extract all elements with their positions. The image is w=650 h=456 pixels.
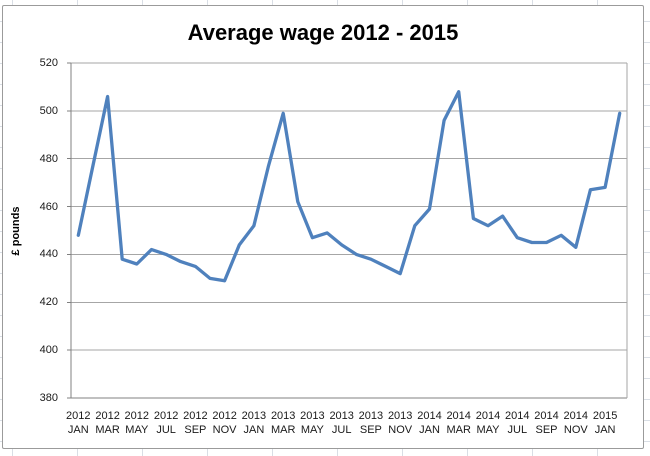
x-tick-label: 2013 MAR [268,410,298,437]
y-tick-label: 480 [39,152,58,165]
x-tick-label: 2014 MAR [444,410,474,437]
y-tick-label: 440 [39,248,58,261]
x-tick-month: NOV [212,423,237,436]
y-tick-label: 380 [39,392,58,404]
x-tick-month: JAN [243,423,265,436]
x-tick-year: 2013 [241,410,267,422]
x-tick-year: 2012 [212,410,237,422]
x-tick-label: 2012 SEP [180,410,210,437]
x-tick-year: 2014 [563,410,589,422]
x-tick-year: 2014 [475,410,501,422]
x-tick-month: MAR [270,423,296,436]
x-tick-year: 2015 [592,410,618,422]
x-tick-label: 2012 JUL [151,410,181,437]
x-tick-year: 2012 [153,410,179,422]
x-tick-label: 2012 MAR [93,410,123,437]
y-tick-label: 520 [39,57,58,69]
x-tick-month: JAN [419,423,440,436]
x-tick-year: 2013 [300,410,325,422]
chart-area[interactable]: Average wage 2012 - 2015 £ pounds 380 400… [2,5,644,449]
x-tick-label: 2012 MAY [122,410,152,437]
x-tick-year: 2014 [505,410,530,422]
x-tick-month: JUL [331,423,352,436]
x-tick-label: 2013 JAN [239,410,269,437]
x-tick-year: 2013 [387,410,413,422]
x-tick-year: 2013 [358,410,384,422]
y-tick-label: 400 [39,344,58,357]
x-tick-month: MAY [476,423,500,436]
x-tick-year: 2012 [183,410,208,422]
x-tick-year: 2012 [124,410,150,422]
x-tick-month: JAN [594,423,616,436]
x-tick-month: SEP [359,423,382,436]
x-tick-label: 2012 JAN [63,410,93,437]
x-tick-month: JUL [507,423,528,436]
x-tick-month: SEP [535,423,558,436]
x-tick-label: 2015 JAN [590,410,620,437]
x-tick-label: 2014 MAY [473,410,503,437]
x-tick-month: NOV [563,423,588,436]
x-tick-month: JAN [67,423,89,436]
x-tick-year: 2012 [95,410,120,422]
y-tick-label: 420 [39,296,58,309]
x-tick-label: 2012 NOV [210,410,240,437]
y-tick-label: 500 [39,104,58,117]
chart-title: Average wage 2012 - 2015 [187,20,459,45]
x-tick-label: 2014 JUL [502,410,532,437]
x-tick-label: 2014 JAN [415,410,445,437]
x-tick-label: 2013 NOV [385,410,415,437]
x-tick-year: 2014 [417,410,442,422]
x-tick-label: 2014 SEP [532,410,562,437]
x-tick-month: JUL [156,423,176,436]
x-tick-label: 2013 JUL [327,410,357,437]
x-tick-year: 2013 [270,410,296,422]
x-tick-month: MAY [300,423,324,436]
x-tick-year: 2012 [66,410,91,422]
x-tick-label: 2013 SEP [356,410,386,437]
x-tick-label: 2013 MAY [297,410,327,437]
plot-area [67,62,628,399]
x-tick-year: 2014 [534,410,559,422]
x-tick-month: SEP [184,423,207,436]
y-tick-label: 460 [39,200,58,213]
wage-line-series[interactable] [76,90,622,283]
x-tick-month: MAR [446,423,471,436]
x-tick-label: 2014 NOV [561,410,591,437]
x-tick-year: 2013 [329,410,354,422]
x-tick-month: MAY [125,423,149,436]
x-tick-month: MAR [95,423,120,436]
x-tick-month: NOV [388,423,413,436]
x-tick-year: 2014 [446,410,471,422]
